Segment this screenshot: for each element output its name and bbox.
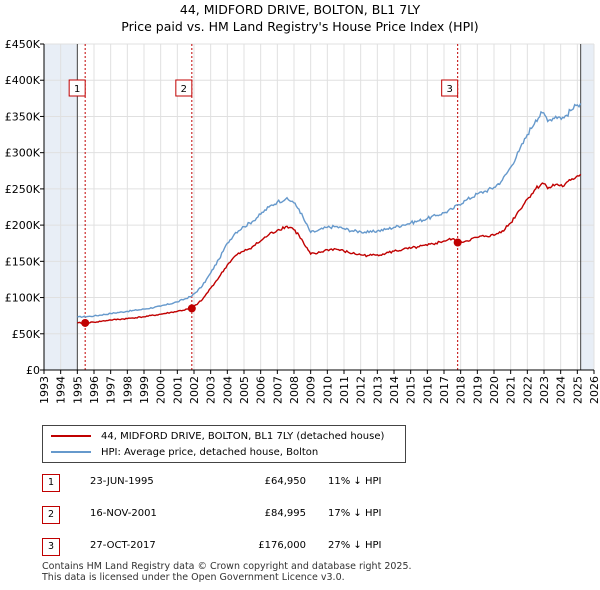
x-tick-label: 2013 [371,376,384,404]
y-tick-label: £200K [5,219,41,232]
x-tick-label: 1997 [105,376,118,404]
x-tick-label: 1999 [138,376,151,404]
price-chart: £0 £50K £100K £150K £200K £250K £300K £350K £400… [5,38,600,404]
legend: 44, MIDFORD DRIVE, BOLTON, BL1 7LY (deta… [42,425,406,463]
footer-copyright: Contains HM Land Registry data © Crown c… [42,561,412,572]
x-tick-label: 2000 [155,376,168,404]
y-tick-label: £100K [5,292,41,305]
x-tick-label: 2005 [238,376,251,404]
sale-marker-box [175,79,193,97]
footer-licence: This data is licensed under the Open Gov… [42,572,345,583]
sale-number: 1 [42,474,60,492]
legend-swatch-property [51,435,91,437]
x-tick-label: 1996 [88,376,101,404]
sale-point [453,238,462,247]
hpi-series-line [77,103,582,319]
legend-item-hpi: HPI: Average price, detached house, Bolt… [51,444,318,460]
x-tick-label: 1995 [71,376,84,404]
x-tick-label: 2021 [505,376,518,404]
x-tick-label: 2026 [588,376,600,404]
x-tick-label: 2017 [438,376,451,404]
x-tick-label: 2006 [255,376,268,404]
legend-swatch-hpi [51,451,91,453]
y-tick-label: £450K [5,38,41,51]
no-data-region-right [580,44,594,370]
sale-point [81,318,90,327]
x-tick-label: 2007 [271,376,284,404]
sale-number: 2 [42,506,60,524]
x-tick-label: 2001 [171,376,184,404]
chart-title: 44, MIDFORD DRIVE, BOLTON, BL1 7LY [179,2,421,17]
x-tick-label: 2012 [355,376,368,404]
legend-item-property: 44, MIDFORD DRIVE, BOLTON, BL1 7LY (deta… [51,428,384,444]
plot-area [44,44,594,370]
sale-date: 27-OCT-2017 [90,540,156,551]
sale-price: £84,995 [264,508,306,519]
x-tick-label: 2020 [488,376,501,404]
x-tick-label: 2022 [521,376,534,404]
sale-point [187,304,196,313]
sale-marker-box [68,79,86,97]
legend-label-property: 44, MIDFORD DRIVE, BOLTON, BL1 7LY (deta… [101,430,385,442]
sale-number: 3 [42,538,60,556]
x-tick-label: 2016 [421,376,434,404]
sale-hpi-diff: 27% ↓ HPI [328,540,382,551]
y-tick-label: £250K [5,183,41,196]
table-row: 3 27-OCT-2017 £176,000 27% ↓ HPI [42,538,442,556]
x-tick-label: 2003 [205,376,218,404]
sale-marker-label: 3 [446,84,452,95]
sale-marker-label: 1 [74,84,80,95]
sale-hpi-diff: 11% ↓ HPI [328,476,382,487]
table-row: 1 23-JUN-1995 £64,950 11% ↓ HPI [42,474,442,492]
x-tick-label: 2009 [305,376,318,404]
x-tick-label: 2019 [471,376,484,404]
y-tick-label: £350K [5,110,41,123]
x-tick-label: 2025 [571,376,584,404]
table-row: 2 16-NOV-2001 £84,995 17% ↓ HPI [42,506,442,524]
y-tick-label: £400K [5,74,41,87]
property-series-line [77,173,582,325]
sale-marker-box [441,79,459,97]
sale-hpi-diff: 17% ↓ HPI [328,508,382,519]
sale-price: £64,950 [264,476,306,487]
x-tick-label: 2024 [555,376,568,404]
sale-price: £176,000 [258,540,306,551]
y-tick-label: £300K [5,147,41,160]
x-tick-label: 2023 [538,376,551,404]
chart-subtitle: Price paid vs. HM Land Registry's House … [121,19,479,34]
x-tick-label: 2011 [338,376,351,404]
sale-date: 16-NOV-2001 [90,508,157,519]
x-tick-label: 1993 [38,376,51,404]
sale-date: 23-JUN-1995 [90,476,154,487]
x-tick-label: 2018 [455,376,468,404]
x-tick-label: 2010 [321,376,334,404]
x-tick-label: 2002 [188,376,201,404]
x-tick-label: 2004 [221,376,234,404]
x-tick-label: 2015 [405,376,418,404]
x-tick-label: 2014 [388,376,401,404]
sale-marker-label: 2 [181,84,187,95]
y-tick-label: £50K [12,328,41,341]
x-tick-label: 1998 [121,376,134,404]
x-tick-label: 2008 [288,376,301,404]
legend-label-hpi: HPI: Average price, detached house, Bolt… [101,446,319,458]
y-tick-label: £0 [26,364,40,377]
y-tick-label: £150K [5,255,41,268]
x-tick-label: 1994 [55,376,68,404]
